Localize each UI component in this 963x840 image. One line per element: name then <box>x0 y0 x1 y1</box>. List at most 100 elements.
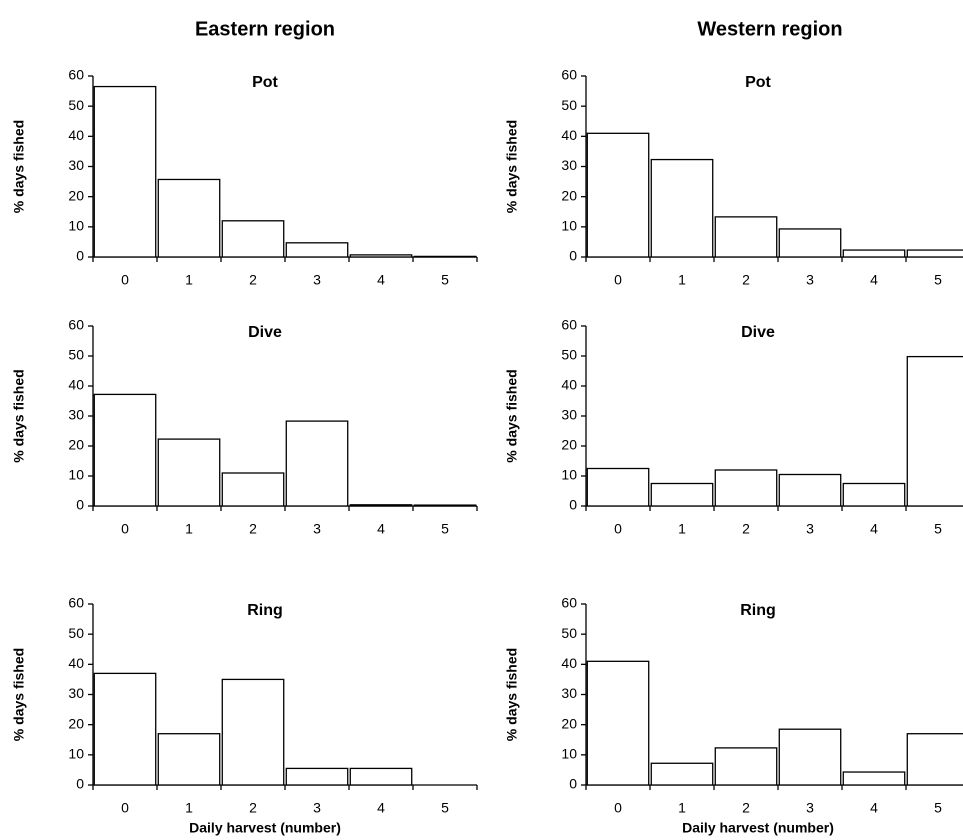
y-tick-label: 50 <box>561 347 577 363</box>
bar <box>650 762 714 786</box>
y-tick-label: 50 <box>68 97 84 113</box>
y-tick-label: 40 <box>561 655 577 671</box>
bar <box>778 228 842 258</box>
bar <box>221 220 285 258</box>
y-tick-label: 10 <box>561 467 577 483</box>
y-tick-label: 10 <box>561 746 577 762</box>
bar <box>650 158 714 258</box>
y-tick-label: 20 <box>68 715 84 731</box>
bar <box>413 504 477 507</box>
bar <box>586 467 650 507</box>
chart-title: Ring <box>247 602 283 619</box>
y-tick-label: 10 <box>68 746 84 762</box>
column-title: Eastern region <box>195 18 335 40</box>
bar <box>93 393 157 507</box>
x-tick-label: 0 <box>614 272 622 288</box>
bar <box>285 242 349 258</box>
bar <box>349 254 413 258</box>
y-tick-label: 30 <box>561 407 577 423</box>
bar <box>349 504 413 507</box>
chart-title: Dive <box>248 324 282 341</box>
y-tick-label: 60 <box>68 67 84 83</box>
y-tick-label: 0 <box>569 248 577 264</box>
bar <box>906 733 963 786</box>
bar <box>842 771 906 786</box>
y-tick-label: 0 <box>569 776 577 792</box>
x-tick-label: 1 <box>185 521 193 537</box>
y-tick-label: 30 <box>68 685 84 701</box>
x-tick-label: 2 <box>742 521 750 537</box>
y-tick-label: 60 <box>561 67 577 83</box>
bar <box>157 733 221 786</box>
x-axis-label: Daily harvest (number) <box>189 820 341 836</box>
bar <box>650 482 714 507</box>
chart-title: Ring <box>740 602 776 619</box>
bar <box>157 438 221 507</box>
x-tick-label: 5 <box>441 521 449 537</box>
y-tick-label: 50 <box>561 625 577 641</box>
bar <box>93 672 157 786</box>
x-tick-label: 4 <box>377 800 385 816</box>
y-tick-label: 60 <box>561 595 577 611</box>
bar <box>93 85 157 258</box>
x-tick-label: 0 <box>614 800 622 816</box>
x-tick-label: 5 <box>934 521 942 537</box>
y-tick-label: 20 <box>561 187 577 203</box>
x-tick-label: 3 <box>806 800 814 816</box>
y-axis-label: % days fished <box>11 648 27 741</box>
y-tick-label: 30 <box>561 157 577 173</box>
y-tick-label: 20 <box>561 715 577 731</box>
chart-title: Pot <box>252 74 278 91</box>
y-tick-label: 20 <box>68 187 84 203</box>
bar <box>349 767 413 786</box>
x-tick-label: 4 <box>870 800 878 816</box>
x-tick-label: 2 <box>742 272 750 288</box>
y-tick-label: 10 <box>68 467 84 483</box>
y-tick-label: 40 <box>68 655 84 671</box>
x-tick-label: 3 <box>806 272 814 288</box>
x-tick-label: 2 <box>249 800 257 816</box>
x-tick-label: 4 <box>870 272 878 288</box>
x-tick-label: 1 <box>678 521 686 537</box>
y-tick-label: 30 <box>68 157 84 173</box>
x-tick-label: 4 <box>377 272 385 288</box>
bar <box>586 132 650 258</box>
x-tick-label: 0 <box>121 800 129 816</box>
y-axis-label: % days fished <box>504 369 520 462</box>
bar <box>157 178 221 258</box>
x-tick-label: 5 <box>934 800 942 816</box>
chart-title: Dive <box>741 324 775 341</box>
x-tick-label: 3 <box>806 521 814 537</box>
y-tick-label: 0 <box>76 497 84 513</box>
bar <box>285 420 349 507</box>
x-tick-label: 4 <box>870 521 878 537</box>
y-tick-label: 40 <box>561 127 577 143</box>
x-tick-label: 1 <box>185 800 193 816</box>
x-tick-label: 0 <box>121 521 129 537</box>
x-tick-label: 0 <box>614 521 622 537</box>
x-tick-label: 3 <box>313 272 321 288</box>
x-tick-label: 4 <box>377 521 385 537</box>
y-axis-label: % days fished <box>504 648 520 741</box>
y-tick-label: 0 <box>569 497 577 513</box>
bar <box>842 249 906 258</box>
x-tick-label: 1 <box>185 272 193 288</box>
bar <box>906 249 963 258</box>
bar <box>586 660 650 786</box>
y-tick-label: 60 <box>561 317 577 333</box>
column-title: Western region <box>697 18 842 40</box>
bar <box>714 747 778 786</box>
x-tick-label: 2 <box>249 521 257 537</box>
y-axis-label: % days fished <box>11 120 27 213</box>
x-tick-label: 5 <box>934 272 942 288</box>
y-tick-label: 0 <box>76 248 84 264</box>
x-tick-label: 1 <box>678 272 686 288</box>
y-tick-label: 30 <box>68 407 84 423</box>
bar <box>842 482 906 507</box>
y-tick-label: 10 <box>68 218 84 234</box>
y-tick-label: 0 <box>76 776 84 792</box>
bar <box>778 728 842 786</box>
bar <box>221 472 285 507</box>
bar <box>778 473 842 507</box>
